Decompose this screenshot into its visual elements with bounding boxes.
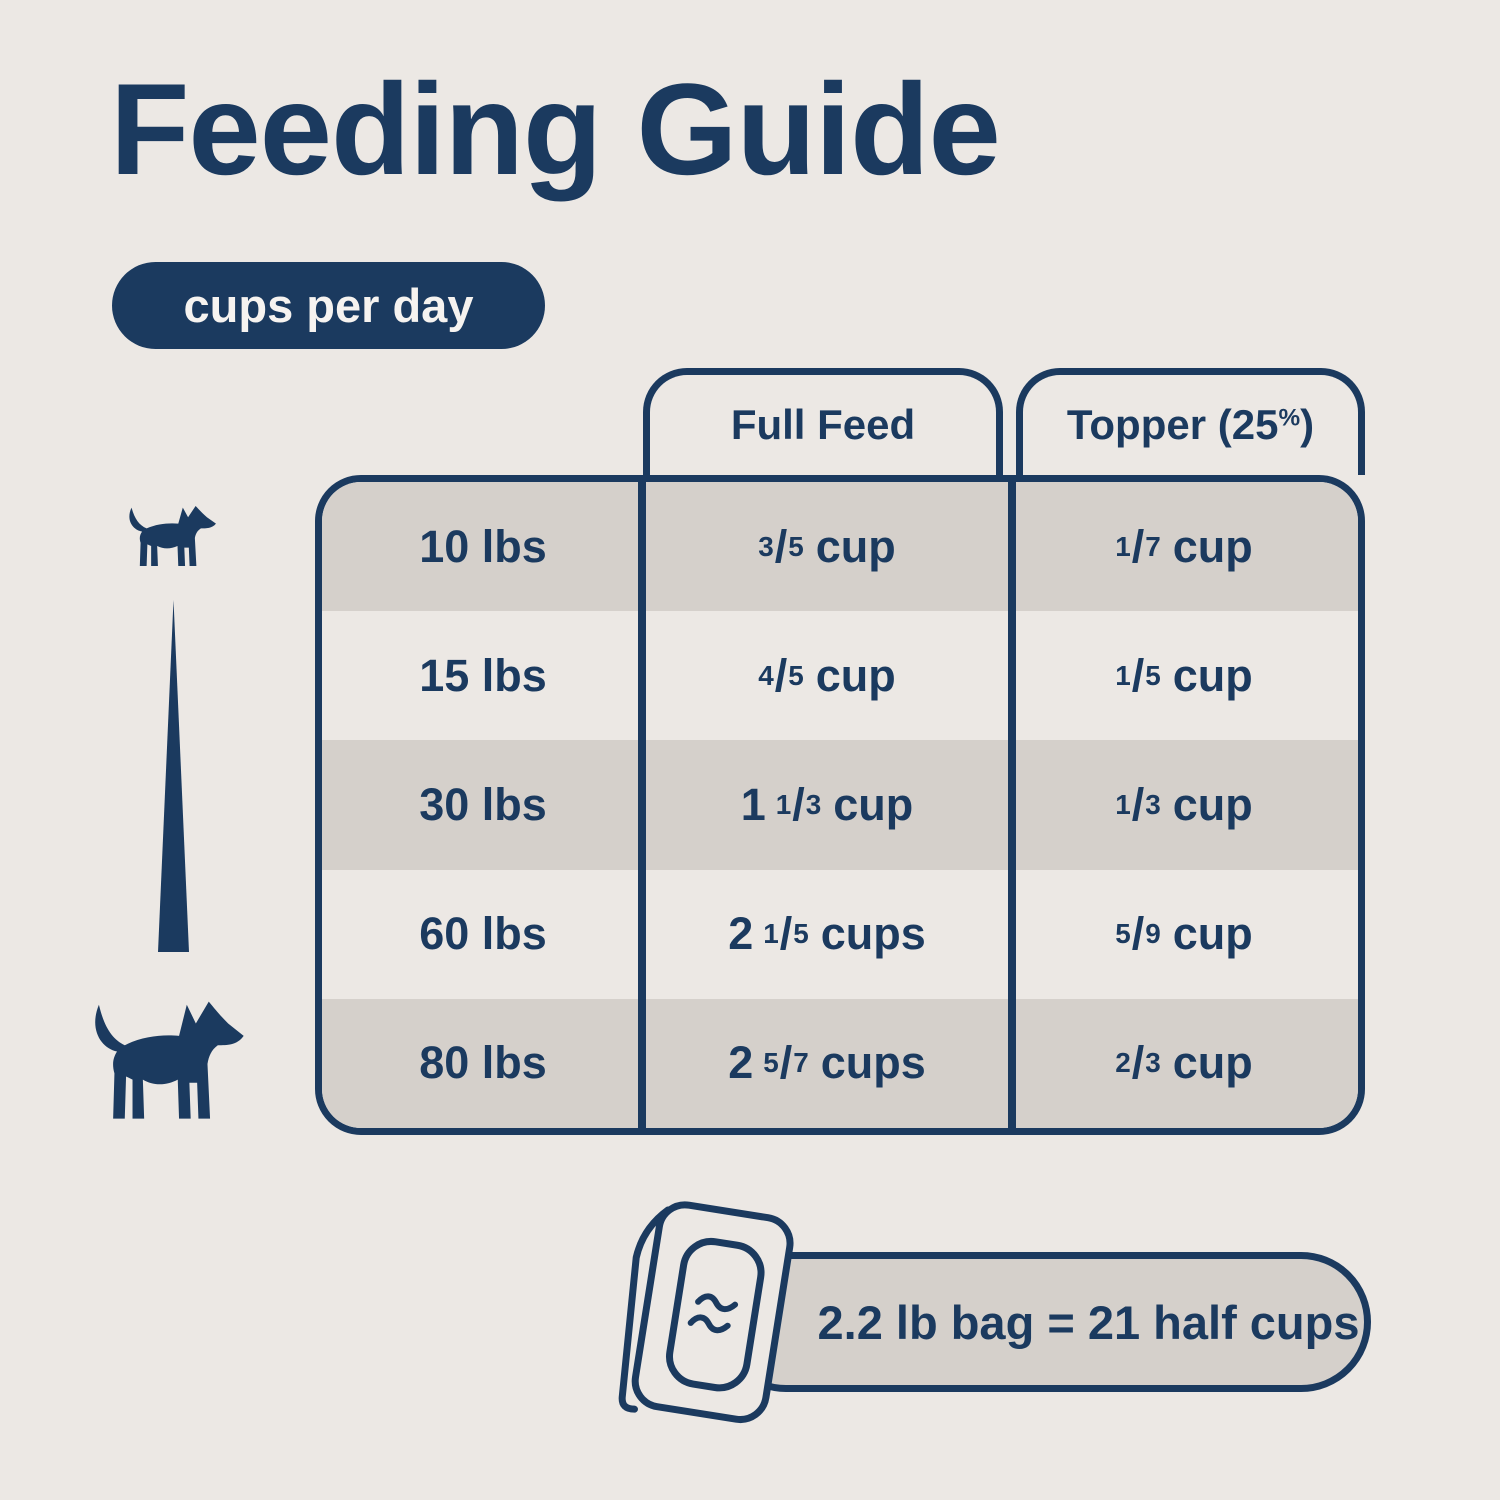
cups-per-day-badge: cups per day <box>112 262 545 349</box>
topper-cell: 1/3 cup <box>1115 779 1253 830</box>
full-feed-cell: 4/5 cup <box>758 649 896 701</box>
bag-yield-label: 2.2 lb bag = 21 half cups <box>817 1295 1360 1349</box>
topper-cell: 1/7 cup <box>1115 520 1253 572</box>
column-divider <box>1008 475 1016 1135</box>
weight-cell: 60 lbs <box>419 908 547 960</box>
full-feed-cell: 1 1/3 cup <box>740 779 914 830</box>
table-row: 60 lbs 2 1/5 cups 5/9 cup <box>322 870 1358 999</box>
table-row: 30 lbs 1 1/3 cup 1/3 cup <box>322 740 1358 870</box>
feeding-table-body: 10 lbs 3/5 cup 1/7 cup 15 lbs 4/5 cup 1/5 cup 30 l… <box>315 475 1365 1135</box>
column-header-label: Full Feed <box>730 401 916 448</box>
table-row: 15 lbs 4/5 cup 1/5 cup <box>322 611 1358 740</box>
column-header-topper: Topper (25%) <box>1016 368 1365 475</box>
column-divider <box>638 475 646 1135</box>
topper-cell: 5/9 cup <box>1115 908 1253 960</box>
topper-cell: 1/5 cup <box>1115 649 1253 701</box>
full-feed-cell: 2 1/5 cups <box>728 908 926 960</box>
small-dog-icon <box>129 506 216 566</box>
weight-cell: 10 lbs <box>419 520 547 572</box>
badge-label: cups per day <box>183 279 474 332</box>
weight-cell: 80 lbs <box>419 1037 547 1089</box>
table-row: 80 lbs 2 5/7 cups 2/3 cup <box>322 998 1358 1128</box>
bag-yield-note: 2.2 lb bag = 21 half cups <box>716 1252 1371 1392</box>
full-feed-cell: 3/5 cup <box>758 520 896 572</box>
full-feed-cell: 2 5/7 cups <box>728 1037 926 1089</box>
food-bag-icon <box>618 1201 794 1424</box>
column-header-label: Topper (25%) <box>1066 401 1315 448</box>
size-scale-triangle-icon <box>158 600 189 952</box>
page-title: Feeding Guide <box>110 56 1001 202</box>
large-dog-icon <box>95 1001 244 1119</box>
feeding-table: Full Feed Topper (25%) 10 lbs 3/5 cup 1/7 cu… <box>315 368 1365 1135</box>
weight-cell: 15 lbs <box>419 649 547 701</box>
topper-cell: 2/3 cup <box>1115 1037 1253 1089</box>
weight-cell: 30 lbs <box>419 779 547 830</box>
table-row: 10 lbs 3/5 cup 1/7 cup <box>322 482 1358 612</box>
column-header-full-feed: Full Feed <box>643 368 1003 475</box>
